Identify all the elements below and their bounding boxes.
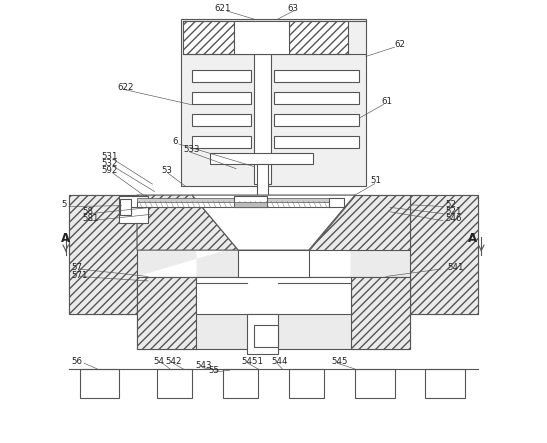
- Bar: [69, 195, 478, 314]
- Bar: [192, 114, 252, 126]
- Text: 622: 622: [117, 83, 133, 92]
- Text: 55: 55: [208, 366, 219, 375]
- Bar: [274, 136, 359, 148]
- Bar: [234, 21, 289, 54]
- Text: 543: 543: [195, 361, 212, 370]
- Bar: [192, 92, 252, 104]
- Bar: [289, 21, 348, 54]
- Text: 57: 57: [72, 263, 83, 272]
- Bar: [120, 198, 131, 215]
- Text: 581: 581: [82, 214, 98, 223]
- Bar: [137, 201, 331, 207]
- Text: 542: 542: [165, 357, 182, 366]
- Bar: [137, 276, 196, 349]
- Bar: [119, 207, 148, 223]
- Text: 56: 56: [72, 357, 83, 366]
- Bar: [210, 153, 313, 164]
- Text: 521: 521: [445, 207, 462, 216]
- Bar: [351, 276, 410, 349]
- Text: 54: 54: [154, 357, 165, 366]
- Bar: [274, 92, 359, 104]
- Bar: [426, 369, 465, 397]
- Bar: [234, 196, 267, 207]
- Bar: [137, 276, 410, 349]
- Text: 63: 63: [288, 4, 299, 13]
- Bar: [137, 198, 331, 202]
- Bar: [80, 369, 119, 397]
- Bar: [234, 202, 267, 207]
- Bar: [192, 70, 252, 82]
- Text: 532: 532: [101, 159, 118, 168]
- Text: A: A: [61, 232, 71, 245]
- Text: 52: 52: [445, 200, 456, 209]
- Text: 61: 61: [381, 97, 392, 106]
- Bar: [157, 369, 192, 397]
- Bar: [355, 369, 394, 397]
- Polygon shape: [137, 195, 238, 250]
- Text: 62: 62: [394, 40, 405, 49]
- Text: 541: 541: [447, 263, 464, 272]
- Bar: [274, 114, 359, 126]
- Bar: [274, 70, 359, 82]
- Text: 5451: 5451: [242, 357, 264, 366]
- Bar: [410, 195, 478, 314]
- Bar: [254, 54, 271, 184]
- Bar: [254, 325, 278, 347]
- Bar: [329, 198, 344, 207]
- Bar: [69, 195, 137, 314]
- Text: 53: 53: [161, 167, 172, 175]
- Text: 592: 592: [101, 167, 117, 175]
- Bar: [181, 19, 366, 187]
- Text: 546: 546: [445, 214, 462, 223]
- Polygon shape: [192, 195, 355, 250]
- Bar: [196, 276, 351, 314]
- Text: 6: 6: [172, 137, 178, 146]
- Bar: [223, 369, 258, 397]
- Text: A: A: [468, 232, 477, 245]
- Text: 51: 51: [370, 176, 381, 186]
- Bar: [289, 369, 324, 397]
- Polygon shape: [309, 195, 410, 250]
- Bar: [183, 21, 234, 54]
- Text: 58: 58: [82, 207, 93, 216]
- Bar: [247, 314, 278, 354]
- Text: 621: 621: [214, 4, 231, 13]
- Bar: [257, 164, 268, 195]
- Bar: [192, 136, 252, 148]
- Polygon shape: [137, 195, 410, 276]
- Text: 533: 533: [183, 145, 200, 154]
- Bar: [238, 250, 309, 276]
- Bar: [119, 196, 148, 219]
- Text: 545: 545: [331, 357, 348, 366]
- Text: 5: 5: [61, 200, 67, 209]
- Text: 544: 544: [271, 357, 288, 366]
- Text: 571: 571: [72, 271, 89, 280]
- Text: 531: 531: [101, 152, 118, 161]
